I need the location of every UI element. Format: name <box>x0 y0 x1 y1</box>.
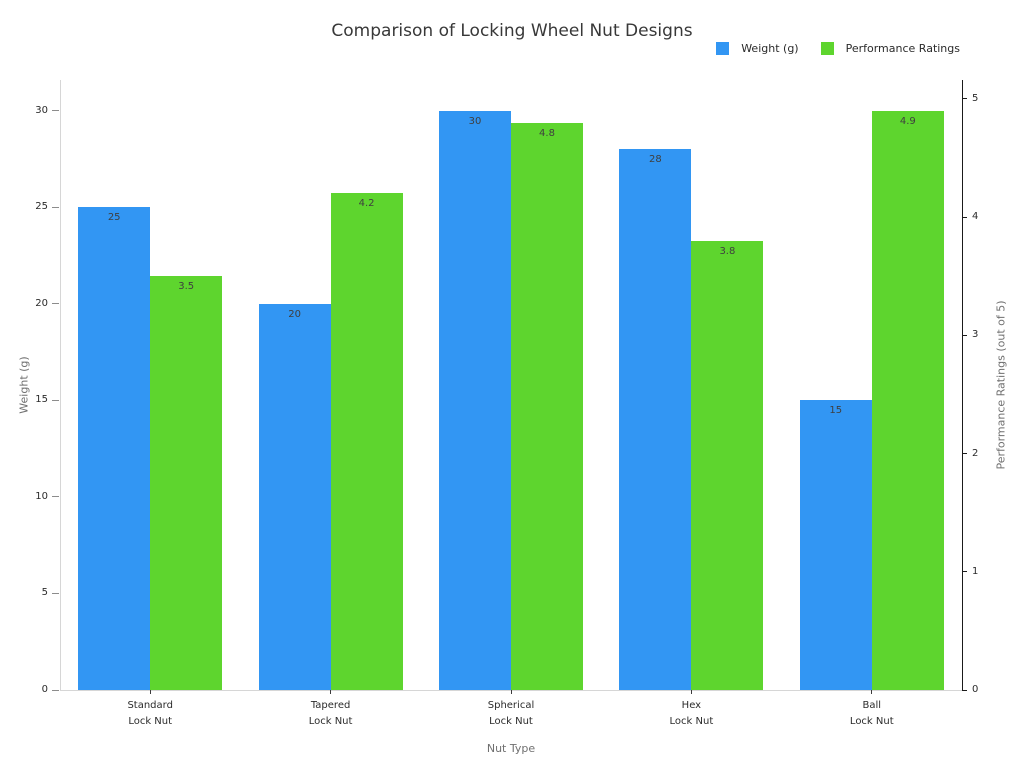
y-tick-mark-left <box>52 303 59 305</box>
y-tick-mark-left <box>52 592 59 594</box>
bar-value-label: 25 <box>107 212 121 224</box>
x-category-label-line2: Lock Nut <box>128 716 173 727</box>
x-category-label: Tapered Lock Nut <box>261 698 401 730</box>
y-tick-label-left: 25 <box>35 201 48 213</box>
y-tick-mark-left <box>52 496 59 498</box>
legend-swatch-weight-icon <box>716 42 730 55</box>
y-tick-mark-right <box>962 571 967 573</box>
bar-weight <box>619 149 692 690</box>
bar-performance <box>511 122 583 690</box>
chart-title: Comparison of Locking Wheel Nut Designs <box>331 21 693 41</box>
bar-value-label: 4.8 <box>539 127 555 139</box>
bar-value-label: 15 <box>829 405 843 417</box>
x-category-label: Standard Lock Nut <box>80 698 220 730</box>
x-tick-mark <box>690 690 692 694</box>
bar-weight <box>258 303 331 690</box>
bar-performance <box>150 276 223 690</box>
x-category-label-line2: Lock Nut <box>669 716 714 727</box>
bar-performance <box>691 240 764 690</box>
bar-value-label: 3.8 <box>719 245 736 257</box>
legend: Weight (g) Performance Ratings <box>716 42 960 55</box>
y-tick-label-left: 0 <box>41 684 48 695</box>
y-tick-label-left: 5 <box>41 587 48 599</box>
y-tick-label-left: 10 <box>35 490 48 502</box>
y-tick-mark-right <box>962 98 967 100</box>
y-axis-right-title: Performance Ratings (out of 5) <box>994 300 1008 470</box>
legend-item-performance: Performance Ratings <box>820 42 960 55</box>
y-tick-label-right: 1 <box>972 565 979 577</box>
bar-value-label: 30 <box>468 115 482 127</box>
bar-weight <box>439 110 511 690</box>
y-axis-right-spine <box>962 80 963 690</box>
y-tick-mark-left <box>52 206 59 208</box>
y-axis-left-title: Weight (g) <box>17 356 31 414</box>
x-axis-title: Nut Type <box>486 742 536 755</box>
x-category-label-line2: Lock Nut <box>308 716 353 727</box>
y-tick-mark-left <box>52 110 59 112</box>
plot-area: 25 20 30 28 15 3.5 4.2 4.8 3.8 4.9 0 5 10 15 20 25 30 0… <box>35 80 978 727</box>
y-tick-label-left: 30 <box>35 104 48 116</box>
x-category-label-line2: Lock Nut <box>849 716 894 727</box>
y-tick-label-right: 4 <box>972 211 979 223</box>
x-category-label: Hex Lock Nut <box>621 698 761 730</box>
x-category-label-line2: Lock Nut <box>489 716 533 727</box>
bar-performance <box>871 110 944 690</box>
y-tick-label-left: 20 <box>35 297 48 309</box>
y-tick-mark-right <box>962 334 967 336</box>
bar-performance <box>330 193 403 690</box>
y-tick-mark-left <box>52 399 59 401</box>
legend-item-weight: Weight (g) <box>716 42 799 55</box>
x-category-label: Spherical Lock Nut <box>441 698 581 730</box>
bar-value-label: 4.2 <box>358 198 375 210</box>
bar-value-label: 4.9 <box>899 115 916 127</box>
y-tick-label-right: 3 <box>972 329 979 341</box>
bar-value-label: 3.5 <box>178 281 195 293</box>
y-tick-label-left: 15 <box>35 394 48 406</box>
x-tick-mark <box>510 690 512 694</box>
bar-value-label: 28 <box>649 154 662 166</box>
y-tick-mark-left <box>52 689 59 691</box>
legend-label-weight: Weight (g) <box>741 42 799 55</box>
y-tick-mark-right <box>962 216 967 218</box>
x-tick-mark <box>149 690 151 694</box>
x-category-label: Ball Lock Nut <box>802 698 942 730</box>
y-tick-label-right: 5 <box>972 92 979 104</box>
x-tick-mark <box>871 690 873 694</box>
bar-weight <box>799 400 872 690</box>
y-axis-left-spine <box>60 80 61 690</box>
bar-weight <box>78 207 151 690</box>
x-tick-mark <box>330 690 332 694</box>
bar-value-label: 20 <box>288 308 301 320</box>
legend-label-performance: Performance Ratings <box>845 42 960 55</box>
y-tick-mark-right <box>962 689 967 691</box>
y-tick-label-right: 0 <box>972 684 979 695</box>
legend-swatch-performance-icon <box>820 42 834 55</box>
y-tick-mark-right <box>962 453 967 455</box>
y-tick-label-right: 2 <box>972 447 979 459</box>
